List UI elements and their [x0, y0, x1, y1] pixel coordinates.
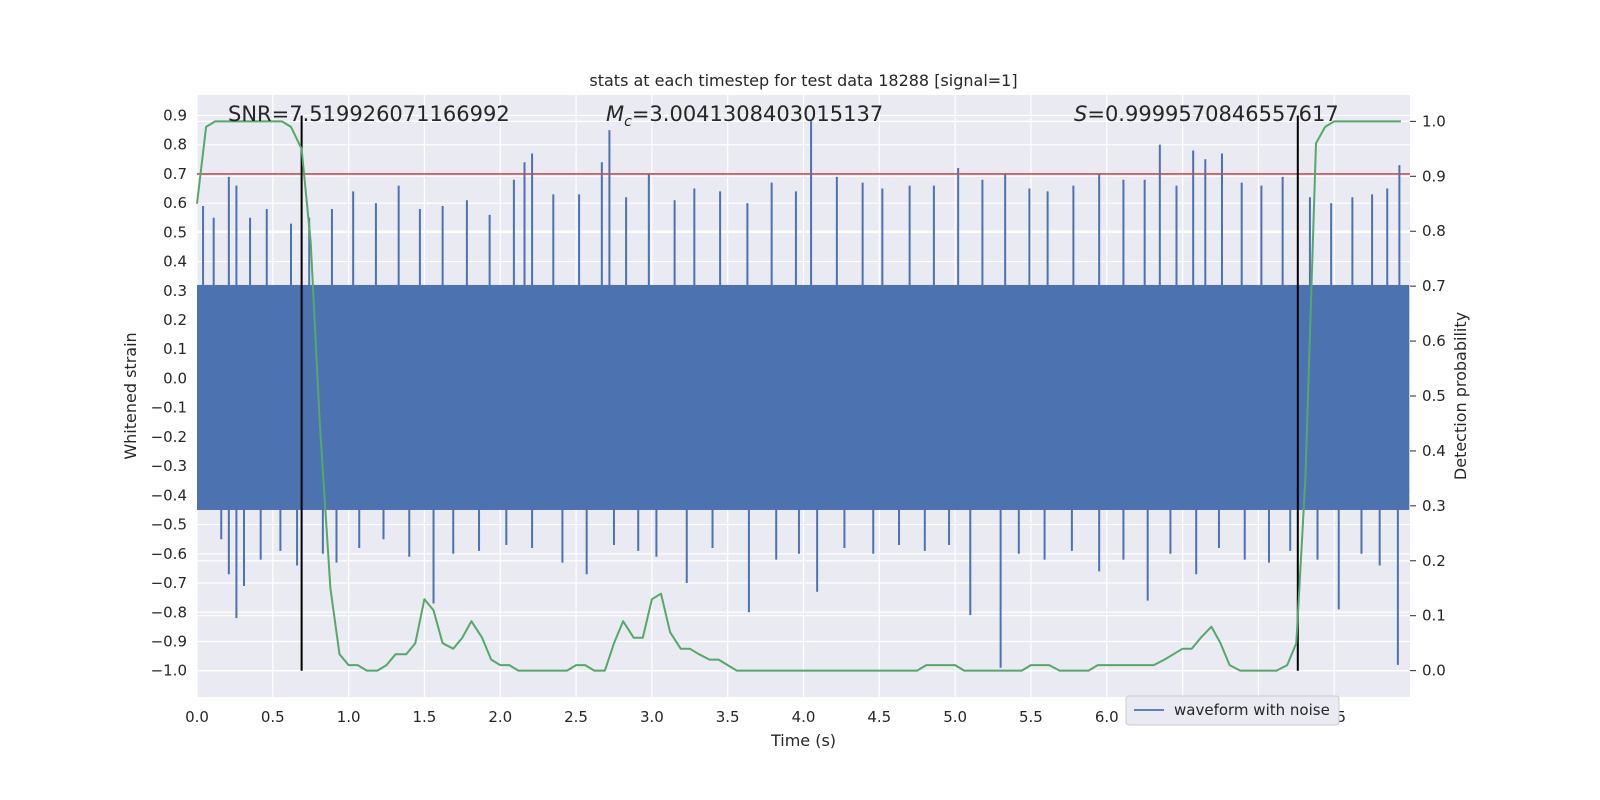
y2-tick-label: 0.9: [1422, 167, 1446, 185]
s-symbol: S: [1074, 102, 1087, 126]
y-tick-label: 0.6: [163, 194, 187, 212]
y-tick-label: 0.2: [163, 311, 187, 329]
y-tick-label: −0.4: [151, 486, 187, 504]
probability-line: [196, 120, 1401, 672]
y-tick-label: 0.3: [163, 282, 187, 300]
x-tick-label: 2.5: [564, 708, 588, 726]
s-value: =0.9999570846557617: [1087, 102, 1338, 126]
legend: waveform with noise: [1125, 695, 1340, 726]
y-tick-label: −0.8: [151, 603, 187, 621]
chirp-mass-annotation: Mc=3.0041308403015137: [606, 102, 883, 130]
y2-tick-label: 0.7: [1422, 277, 1446, 295]
mc-symbol: M: [606, 102, 624, 126]
x-tick-label: 3.5: [716, 708, 740, 726]
x-tick-label: 5.5: [1019, 708, 1043, 726]
x-tick-label: 3.0: [640, 708, 664, 726]
y2-tick-label: 0.4: [1422, 442, 1446, 460]
chart-title: stats at each timestep for test data 182…: [589, 71, 1017, 90]
y-tick-label: 0.8: [163, 136, 187, 154]
y2-tick-label: 0.8: [1422, 222, 1446, 240]
mc-subscript: c: [624, 114, 632, 130]
legend-label: waveform with noise: [1174, 701, 1330, 719]
x-tick-label: 0.5: [261, 708, 285, 726]
y-axis-label: Whitened strain: [121, 332, 140, 459]
x-tick-label: 5.0: [943, 708, 967, 726]
y2-tick-label: 0.2: [1422, 552, 1446, 570]
x-tick-label: 6.0: [1095, 708, 1119, 726]
y-tick-label: 0.4: [163, 253, 187, 271]
y-tick-label: 0.9: [163, 106, 187, 124]
y-tick-label: 0.0: [163, 369, 187, 387]
score-annotation: S=0.9999570846557617: [1074, 102, 1339, 126]
x-tick-label: 2.0: [488, 708, 512, 726]
y2-tick-label: 0.5: [1422, 387, 1446, 405]
waveform-series: [197, 121, 1410, 668]
x-tick-label: 4.5: [867, 708, 891, 726]
snr-annotation: SNR=7.519926071166992: [228, 102, 510, 126]
x-tick-label: 1.5: [413, 708, 437, 726]
y-tick-label: −0.5: [151, 516, 187, 534]
waveform-band: [197, 284, 1410, 510]
y2-tick-label: 0.1: [1422, 607, 1446, 625]
marker-lines: [300, 115, 1299, 671]
y2-tick-label: 0.6: [1422, 332, 1446, 350]
y-tick-label: −0.2: [151, 428, 187, 446]
y-tick-label: 0.7: [163, 165, 187, 183]
y-tick-label: −0.7: [151, 574, 187, 592]
x-axis-label: Time (s): [770, 731, 836, 750]
x-tick-label: 4.0: [792, 708, 816, 726]
x-tick-label: 0.0: [185, 708, 209, 726]
y2-tick-label: 0.0: [1422, 662, 1446, 680]
y-tick-label: 0.5: [163, 223, 187, 241]
y-tick-label: −0.3: [151, 457, 187, 475]
legend-box: [1125, 695, 1340, 726]
y-tick-label: −1.0: [151, 662, 187, 680]
y2-tick-label: 1.0: [1422, 112, 1446, 130]
y-tick-label: −0.1: [151, 399, 187, 417]
x-tick-label: 1.0: [337, 708, 361, 726]
y-tick-label: −0.9: [151, 632, 187, 650]
probability-series: [196, 120, 1401, 672]
y-tick-label: 0.1: [163, 340, 187, 358]
y-tick-label: −0.6: [151, 545, 187, 563]
mc-value: =3.0041308403015137: [632, 102, 883, 126]
y2-tick-label: 0.3: [1422, 497, 1446, 515]
y2-axis-label: Detection probability: [1451, 312, 1470, 480]
